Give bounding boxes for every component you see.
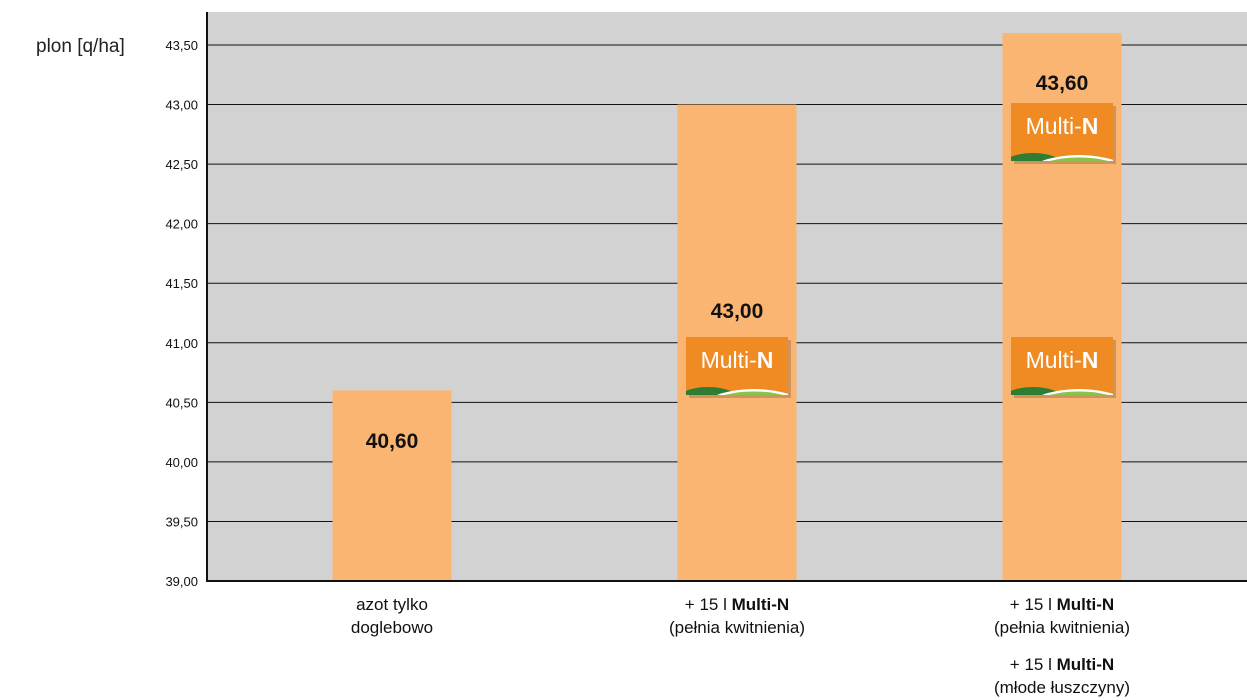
- x-tick-label: + 15 l Multi-N: [685, 595, 789, 614]
- y-tick-label: 41,00: [165, 336, 198, 351]
- y-tick-label: 43,50: [165, 38, 198, 53]
- x-tick-label-part: (młode łuszczyny): [994, 678, 1130, 697]
- bar-value-label: 40,60: [366, 430, 419, 453]
- x-tick-label: (pełnia kwitnienia): [669, 618, 805, 637]
- x-tick-label: + 15 l Multi-N: [1010, 595, 1114, 614]
- x-tick-label-part: doglebowo: [351, 618, 433, 637]
- logo-text-prefix: Multi-: [1026, 113, 1082, 139]
- logo-background: [686, 337, 788, 395]
- logo-text-strong: N: [1082, 113, 1099, 139]
- multi-n-logo: Multi-N: [1011, 337, 1116, 398]
- y-tick-label: 42,00: [165, 217, 198, 232]
- x-tick-label-bold: Multi-N: [732, 595, 790, 614]
- x-tick-label-part: + 15 l: [685, 595, 732, 614]
- y-tick-label: 42,50: [165, 157, 198, 172]
- x-tick-label-part: + 15 l: [1010, 595, 1057, 614]
- logo-text-strong: N: [757, 347, 774, 373]
- y-tick-label: 39,50: [165, 514, 198, 529]
- x-tick-label: azot tylko: [356, 595, 428, 614]
- bar-value-label: 43,60: [1036, 72, 1089, 95]
- logo-text-prefix: Multi-: [701, 347, 757, 373]
- logo-hill-light: [1049, 157, 1109, 161]
- logo-text-strong: N: [1082, 347, 1099, 373]
- x-tick-label-part: (pełnia kwitnienia): [669, 618, 805, 637]
- logo-hill-light: [1049, 391, 1109, 395]
- x-tick-label: (młode łuszczyny): [994, 678, 1130, 697]
- y-tick-label: 39,00: [165, 574, 198, 589]
- x-tick-label: doglebowo: [351, 618, 433, 637]
- bar: [332, 390, 452, 581]
- logo-hill-light: [724, 391, 784, 395]
- y-tick-label: 40,50: [165, 395, 198, 410]
- logo-background: [1011, 337, 1113, 395]
- x-tick-label-part: azot tylko: [356, 595, 428, 614]
- axes: [206, 12, 1247, 582]
- logo-text: Multi-N: [1026, 113, 1099, 139]
- logo-hills: [1011, 387, 1113, 395]
- x-tick-label: (pełnia kwitnienia): [994, 618, 1130, 637]
- logo-text: Multi-N: [701, 347, 774, 373]
- x-tick-label-part: (pełnia kwitnienia): [994, 618, 1130, 637]
- y-tick-label: 40,00: [165, 455, 198, 470]
- y-tick-label: 43,00: [165, 98, 198, 113]
- logo-background: [1011, 103, 1113, 161]
- multi-n-logo: Multi-N: [1011, 103, 1116, 164]
- x-tick-label-bold: Multi-N: [1057, 655, 1115, 674]
- logo-hills: [1011, 153, 1113, 161]
- logo-text-prefix: Multi-: [1026, 347, 1082, 373]
- y-tick-labels: 39,00 39,50 40,00 40,50 41,00 41,50 42,00 42,50…: [165, 38, 198, 589]
- x-tick-label-part: + 15 l: [1010, 655, 1057, 674]
- logo-hills: [686, 387, 788, 395]
- x-tick-label: + 15 l Multi-N: [1010, 655, 1114, 674]
- y-tick-label: 41,50: [165, 276, 198, 291]
- bar-value-label: 43,00: [711, 300, 764, 323]
- y-axis-label: plon [q/ha]: [36, 36, 125, 57]
- x-tick-label-bold: Multi-N: [1057, 595, 1115, 614]
- category-labels: azot tylko doglebowo + 15 l Multi-N (pełnia…: [351, 595, 1130, 697]
- multi-n-logo: Multi-N: [686, 337, 791, 398]
- logo-text: Multi-N: [1026, 347, 1099, 373]
